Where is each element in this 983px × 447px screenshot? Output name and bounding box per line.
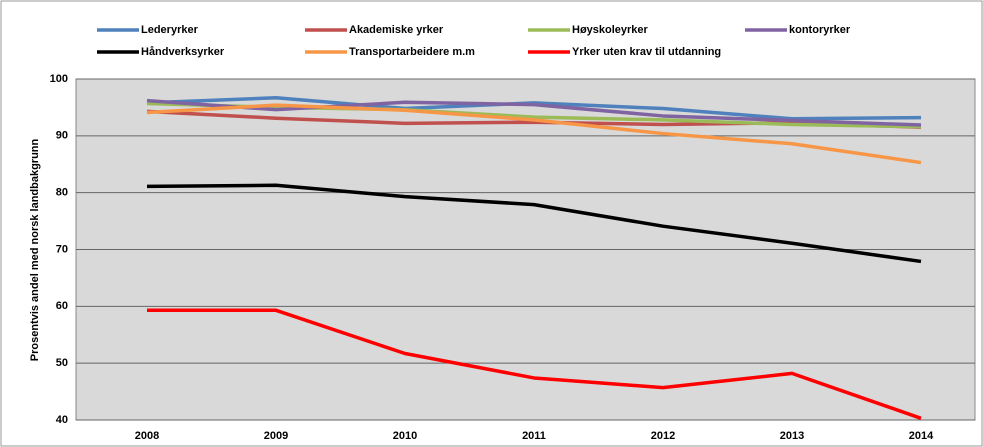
series-line: [146, 98, 922, 127]
x-tick-label: 2010: [393, 430, 417, 442]
legend-label: Lederyrker: [141, 24, 199, 36]
x-tick-label: 2011: [522, 430, 546, 442]
legend-label: Akademiske yrker: [349, 24, 444, 36]
x-tick-label: 2009: [264, 430, 288, 442]
series-line: [146, 103, 922, 165]
y-tick-label: 50: [56, 357, 68, 369]
x-tick-label: 2012: [651, 430, 675, 442]
legend-label: Håndverksyrker: [141, 46, 225, 58]
y-tick-label: 60: [56, 300, 68, 312]
y-tick-label: 100: [50, 73, 68, 85]
y-tick-label: 40: [56, 414, 68, 426]
legend-label: Høyskoleyrker: [572, 24, 649, 36]
series-line: [147, 308, 922, 420]
y-tick-label: 80: [56, 187, 68, 199]
series-line: [146, 101, 922, 129]
series-line: [146, 183, 922, 264]
x-tick-label: 2008: [135, 430, 159, 442]
legend-label: kontoryrker: [789, 24, 851, 36]
x-tick-label: 2013: [780, 430, 804, 442]
legend-label: Yrker uten krav til utdanning: [572, 46, 721, 58]
y-axis-label: Prosentvis andel med norsk landbakgrunn: [29, 138, 41, 361]
y-tick-label: 70: [56, 243, 68, 255]
x-tick-label: 2014: [909, 430, 934, 442]
legend-label: Transportarbeidere m.m: [349, 46, 475, 58]
y-tick-label: 90: [56, 130, 68, 142]
